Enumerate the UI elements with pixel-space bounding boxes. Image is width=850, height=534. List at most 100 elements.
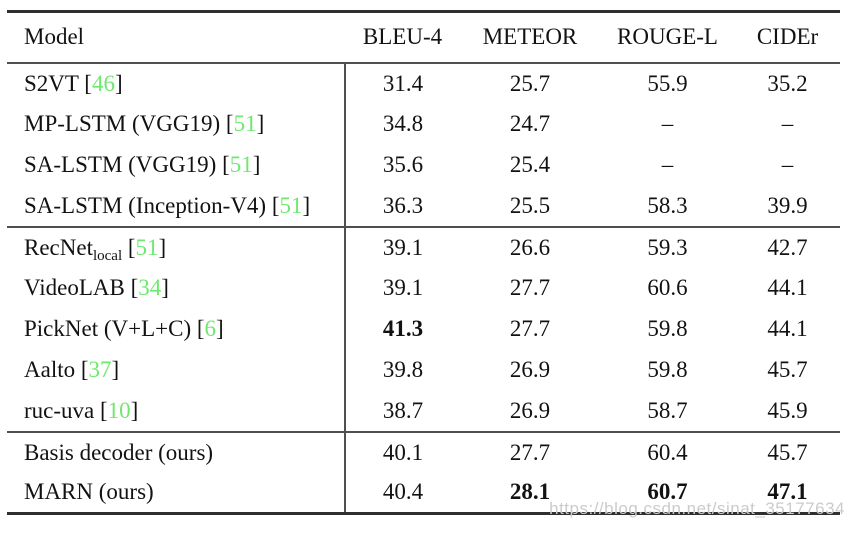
results-table: Model BLEU-4 METEOR ROUGE-L CIDEr S2VT [… [7, 10, 840, 515]
citation-number: 10 [107, 397, 131, 423]
metric-cell: 31.4 [382, 70, 424, 96]
table-row: Aalto [37] 39.8 26.9 59.8 45.7 [7, 349, 840, 391]
citation-number: 51 [233, 111, 257, 136]
metric-cell: 35.2 [767, 70, 808, 96]
metric-cell: 59.8 [647, 316, 688, 341]
table-section-2: RecNetlocal [51] 39.1 26.6 59.3 42.7 VideoLAB… [7, 225, 840, 432]
model-name: RecNet [24, 234, 93, 260]
metric-cell: 39.1 [345, 225, 460, 268]
metric-cell: 39.1 [382, 275, 424, 300]
metric-cell: 27.7 [460, 430, 600, 473]
metric-cell: 26.9 [509, 357, 551, 382]
metric-cell: 27.7 [509, 275, 551, 300]
citation-number: 6 [204, 316, 217, 341]
metric-cell: 24.7 [509, 111, 551, 136]
metric-cell: 40.1 [345, 430, 460, 473]
model-cell: VideoLAB [34] [7, 267, 346, 309]
metric-cell: 36.3 [382, 192, 424, 218]
model-cell: Basis decoder (ours) [7, 430, 346, 473]
metric-cell: 45.7 [735, 430, 840, 473]
model-name: MARN (ours) [24, 479, 154, 505]
table-row: VideoLAB [34] 39.1 27.7 60.6 44.1 [7, 267, 840, 309]
column-header-rougel: ROUGE-L [600, 11, 735, 64]
column-header-meteor: METEOR [460, 11, 600, 64]
metric-cell: 44.1 [767, 275, 808, 300]
metric-cell: – [781, 111, 794, 136]
metric-cell: 45.9 [767, 397, 808, 423]
citation-number: 51 [135, 234, 159, 260]
citation-number: 46 [91, 70, 115, 96]
model-cell: ruc-uva [10] [7, 390, 346, 432]
column-header-cider: CIDEr [735, 11, 840, 64]
metric-cell: 60.7 [647, 479, 688, 505]
model-subscript: local [92, 247, 123, 264]
model-cell: S2VT [46] [7, 62, 346, 104]
metric-cell: 47.1 [767, 479, 808, 505]
metric-cell: 45.7 [767, 357, 808, 382]
citation-number: 51 [229, 152, 253, 177]
metric-cell: 40.4 [382, 479, 424, 505]
metric-cell: 59.8 [647, 357, 688, 382]
table-row: ruc-uva [10] 38.7 26.9 58.7 45.9 [7, 390, 840, 432]
model-cell: MP-LSTM (VGG19) [51] [7, 103, 346, 145]
citation-number: 37 [88, 357, 112, 382]
metric-cell: 26.6 [460, 225, 600, 268]
metric-cell: 44.1 [767, 316, 808, 341]
model-name: VideoLAB [24, 275, 125, 300]
model-cell: MARN (ours) [7, 472, 346, 514]
model-name: ruc-uva [24, 397, 95, 423]
metric-cell: 28.1 [509, 479, 551, 505]
model-name: SA-LSTM (Inception-V4) [24, 192, 267, 218]
citation-number: 51 [279, 192, 303, 218]
table-row: PickNet (V+L+C) [6] 41.3 27.7 59.8 44.1 [7, 308, 840, 350]
metric-cell: 41.3 [382, 316, 424, 341]
table-row: MP-LSTM (VGG19) [51] 34.8 24.7 – – [7, 103, 840, 145]
model-cell: Aalto [37] [7, 349, 346, 391]
header-row: Model BLEU-4 METEOR ROUGE-L CIDEr [7, 11, 840, 64]
model-name: SA-LSTM (VGG19) [24, 152, 217, 177]
metric-cell: 25.4 [509, 152, 551, 177]
metric-cell: 58.7 [647, 397, 688, 423]
metric-cell: 60.4 [600, 430, 735, 473]
metric-cell: 25.5 [509, 192, 551, 218]
model-cell: PickNet (V+L+C) [6] [7, 308, 346, 350]
metric-cell: 38.7 [382, 397, 424, 423]
metric-cell: 59.3 [600, 225, 735, 268]
table-row: SA-LSTM (Inception-V4) [51] 36.3 25.5 58.3 3… [7, 185, 840, 227]
table-row: RecNetlocal [51] 39.1 26.6 59.3 42.7 [7, 225, 840, 268]
metric-cell: 35.6 [382, 152, 424, 177]
model-cell: SA-LSTM (Inception-V4) [51] [7, 185, 346, 227]
column-header-model: Model [7, 11, 345, 64]
watermark: https://blog.csdn.net/sinat_35177634 [549, 499, 845, 518]
metric-cell: 55.9 [647, 70, 688, 96]
table-section-1: S2VT [46] 31.4 25.7 55.9 35.2 MP-LSTM (VGG19)… [7, 62, 840, 227]
model-cell: RecNetlocal [51] [7, 225, 346, 268]
metric-cell: 58.3 [647, 192, 688, 218]
table-section-3: Basis decoder (ours) 40.1 27.7 60.4 45.7 MARN… [7, 430, 840, 514]
model-name: PickNet (V+L+C) [24, 316, 192, 341]
model-name: Basis decoder (ours) [24, 439, 214, 465]
metric-cell: 60.6 [647, 275, 688, 300]
model-name: S2VT [24, 70, 79, 96]
column-header-bleu4: BLEU-4 [345, 11, 460, 64]
metric-cell: 39.8 [382, 357, 424, 382]
table-row: MARN (ours) 40.4 28.1 60.7 47.1 [7, 472, 840, 514]
model-cell: SA-LSTM (VGG19) [51] [7, 144, 346, 186]
table-row: S2VT [46] 31.4 25.7 55.9 35.2 [7, 62, 840, 104]
metric-cell: – [661, 152, 674, 177]
table-row: Basis decoder (ours) 40.1 27.7 60.4 45.7 [7, 430, 840, 473]
table-header: Model BLEU-4 METEOR ROUGE-L CIDEr [7, 11, 840, 64]
table-row: SA-LSTM (VGG19) [51] 35.6 25.4 – – [7, 144, 840, 186]
metric-cell: 42.7 [735, 225, 840, 268]
metric-cell: 26.9 [509, 397, 551, 423]
metric-cell: – [661, 111, 674, 136]
metric-cell: 39.9 [767, 192, 808, 218]
metric-cell: 25.7 [509, 70, 551, 96]
metric-cell: 27.7 [509, 316, 551, 341]
model-name: Aalto [24, 357, 76, 382]
metric-cell: 34.8 [382, 111, 424, 136]
citation-number: 34 [138, 275, 162, 300]
model-name: MP-LSTM (VGG19) [24, 111, 221, 136]
metric-cell: – [781, 152, 794, 177]
